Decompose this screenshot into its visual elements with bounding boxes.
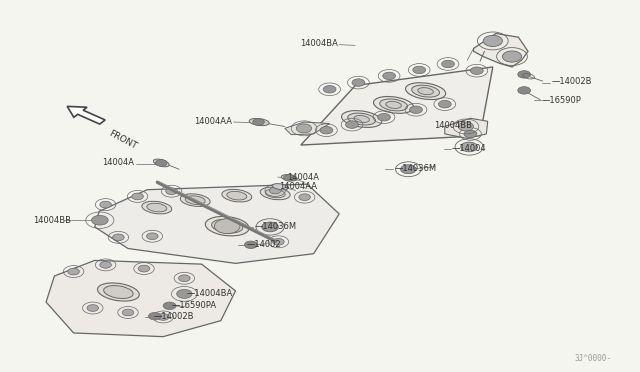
Ellipse shape <box>154 159 169 167</box>
Text: FRONT: FRONT <box>108 128 139 151</box>
Circle shape <box>299 194 310 201</box>
Circle shape <box>269 187 281 194</box>
Ellipse shape <box>212 219 243 233</box>
Circle shape <box>401 165 416 174</box>
Text: 14004A: 14004A <box>287 173 319 182</box>
Circle shape <box>470 67 483 74</box>
Text: —14002B: —14002B <box>154 312 194 321</box>
Ellipse shape <box>97 283 140 301</box>
Ellipse shape <box>273 184 288 190</box>
Text: 14004AA: 14004AA <box>195 117 232 126</box>
Ellipse shape <box>222 189 252 202</box>
Circle shape <box>296 124 312 133</box>
Text: 14004A: 14004A <box>102 158 134 167</box>
Circle shape <box>147 233 158 240</box>
Circle shape <box>438 100 451 108</box>
Circle shape <box>214 219 240 234</box>
Ellipse shape <box>386 102 401 108</box>
Circle shape <box>100 201 111 208</box>
Circle shape <box>148 312 161 320</box>
Circle shape <box>483 35 502 46</box>
Circle shape <box>253 119 264 125</box>
Circle shape <box>458 122 474 131</box>
Circle shape <box>157 314 169 320</box>
Circle shape <box>177 289 192 298</box>
Circle shape <box>352 79 365 86</box>
Circle shape <box>383 72 396 80</box>
Circle shape <box>122 309 134 316</box>
Polygon shape <box>46 260 236 337</box>
Text: —14002: —14002 <box>247 240 282 249</box>
Ellipse shape <box>249 118 269 126</box>
Circle shape <box>284 174 295 181</box>
Circle shape <box>518 87 531 94</box>
Circle shape <box>413 66 426 74</box>
Text: —14004: —14004 <box>452 144 486 153</box>
Ellipse shape <box>180 194 210 206</box>
Ellipse shape <box>142 201 172 214</box>
Circle shape <box>464 130 477 138</box>
Circle shape <box>518 71 531 78</box>
Circle shape <box>166 188 177 195</box>
Circle shape <box>244 241 257 248</box>
Ellipse shape <box>342 110 381 128</box>
Circle shape <box>262 222 278 232</box>
Polygon shape <box>285 122 330 135</box>
Ellipse shape <box>418 88 433 94</box>
Text: —14002B: —14002B <box>552 77 592 86</box>
Circle shape <box>502 51 522 62</box>
Circle shape <box>461 142 477 152</box>
Circle shape <box>68 268 79 275</box>
Circle shape <box>346 121 358 128</box>
Circle shape <box>273 238 284 245</box>
Ellipse shape <box>406 83 445 100</box>
Text: —16590PA: —16590PA <box>172 301 217 310</box>
Text: 14004BA: 14004BA <box>300 39 338 48</box>
Ellipse shape <box>205 217 249 236</box>
Circle shape <box>132 193 143 200</box>
Ellipse shape <box>260 187 290 200</box>
Ellipse shape <box>354 116 369 122</box>
Ellipse shape <box>374 96 413 113</box>
FancyArrow shape <box>67 106 105 124</box>
Ellipse shape <box>380 99 408 111</box>
Circle shape <box>163 302 176 310</box>
Text: —14004BA: —14004BA <box>187 289 233 298</box>
Text: 14004BB: 14004BB <box>33 216 71 225</box>
Ellipse shape <box>147 203 167 212</box>
Text: 3J^0000-: 3J^0000- <box>574 354 611 363</box>
Polygon shape <box>301 67 493 145</box>
Circle shape <box>320 126 333 134</box>
Polygon shape <box>95 184 339 263</box>
Text: 14004AA: 14004AA <box>279 182 317 190</box>
Circle shape <box>323 86 336 93</box>
Text: —14036M: —14036M <box>394 164 436 173</box>
Text: 14004BB: 14004BB <box>434 121 472 130</box>
Circle shape <box>100 262 111 268</box>
Polygon shape <box>474 33 528 67</box>
Circle shape <box>87 305 99 311</box>
Ellipse shape <box>104 286 133 298</box>
Ellipse shape <box>227 191 247 200</box>
Ellipse shape <box>185 196 205 205</box>
Ellipse shape <box>412 85 440 97</box>
Circle shape <box>92 215 108 225</box>
Circle shape <box>442 60 454 68</box>
Ellipse shape <box>265 189 285 198</box>
Circle shape <box>113 234 124 241</box>
Circle shape <box>156 160 167 166</box>
Circle shape <box>138 265 150 272</box>
Polygon shape <box>445 118 488 138</box>
Circle shape <box>179 275 190 282</box>
Circle shape <box>410 106 422 113</box>
Ellipse shape <box>348 113 376 125</box>
Text: —16590P: —16590P <box>542 96 582 105</box>
Ellipse shape <box>282 175 297 181</box>
Circle shape <box>378 113 390 121</box>
Text: —14036M: —14036M <box>255 222 297 231</box>
